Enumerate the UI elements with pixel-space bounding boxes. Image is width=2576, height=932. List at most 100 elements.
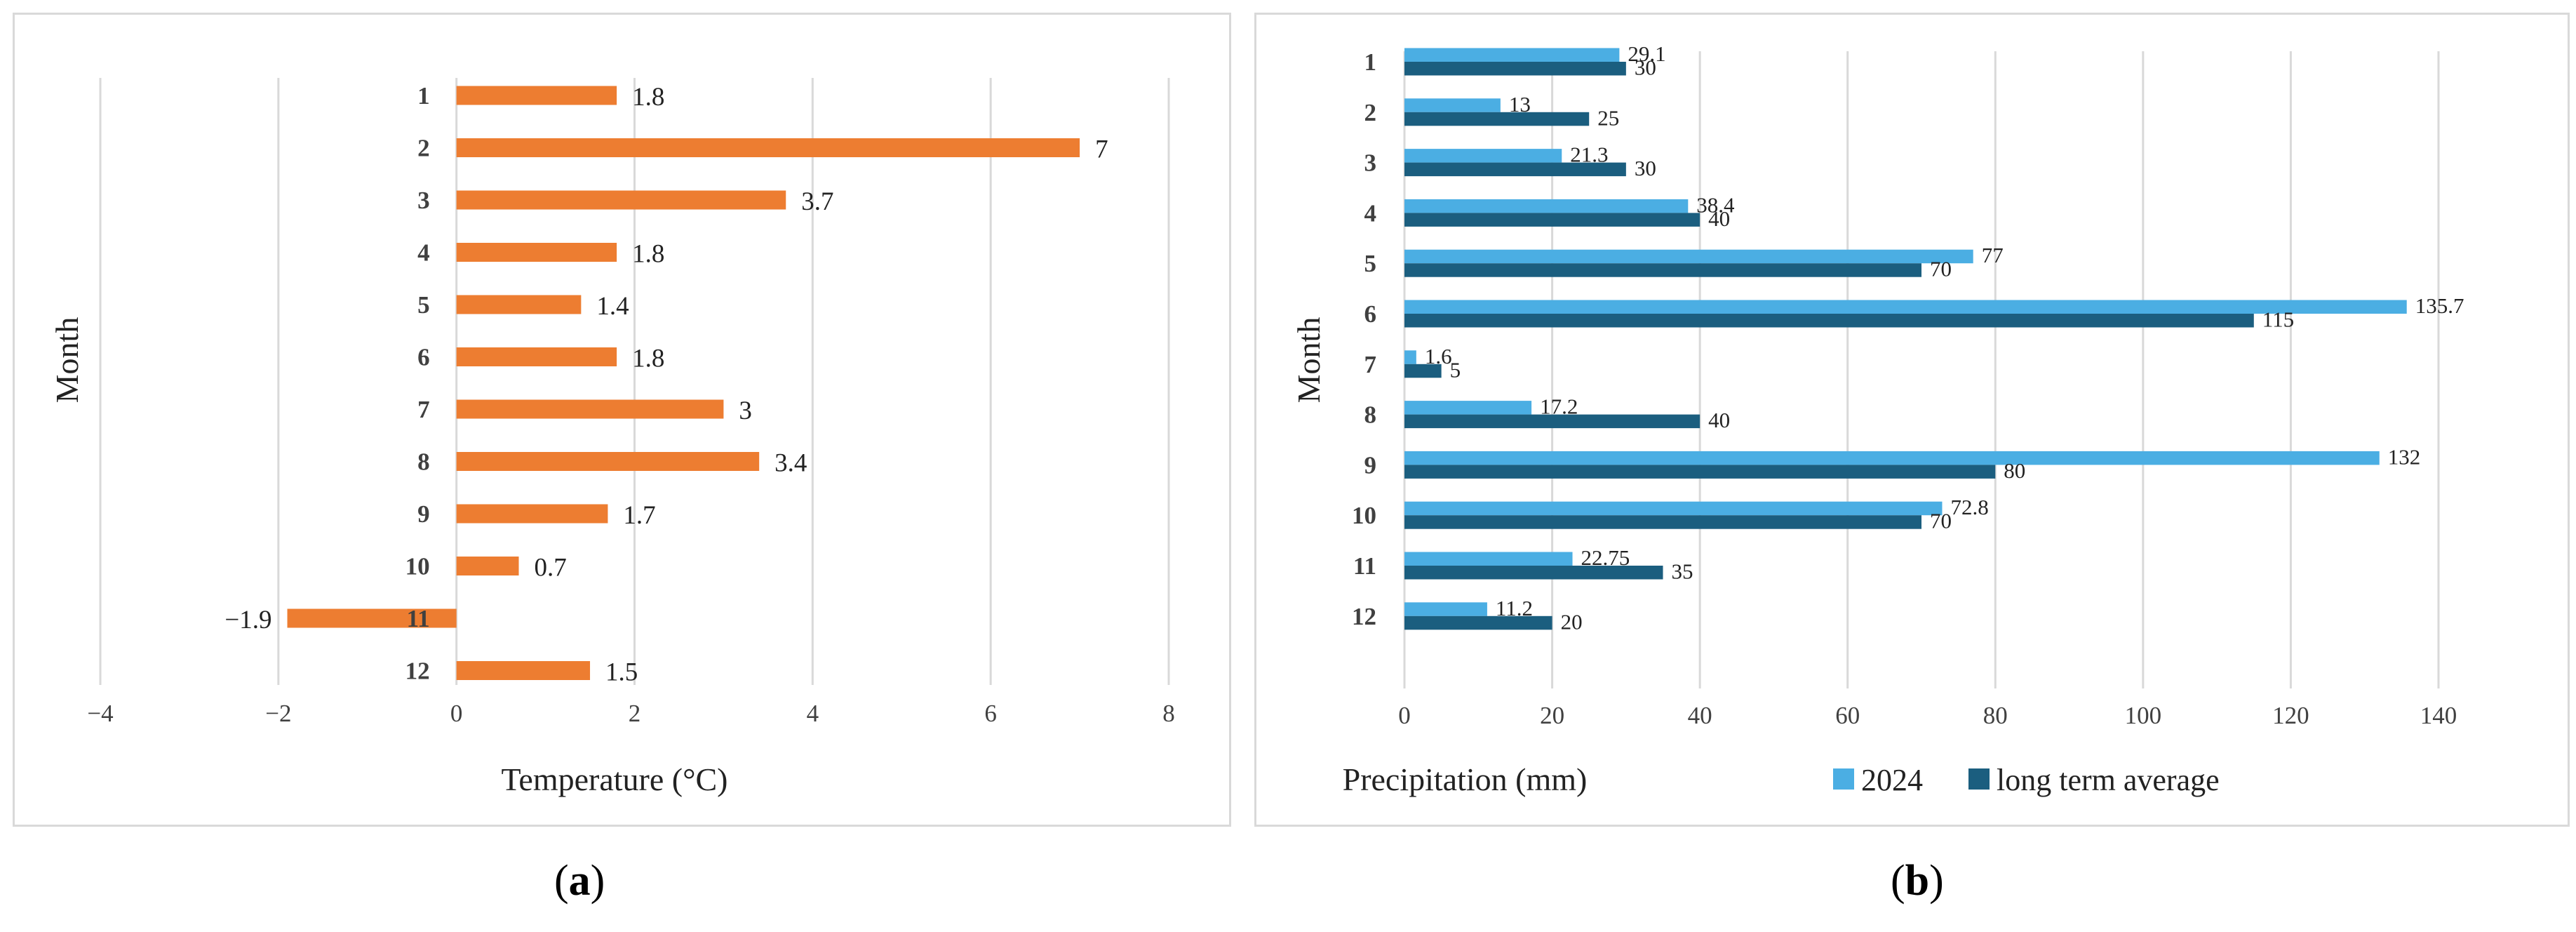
temperature-data-label: 1.7 bbox=[623, 501, 655, 530]
temperature-bar bbox=[456, 557, 519, 575]
precipitation-x-tick-label: 20 bbox=[1540, 702, 1564, 729]
temperature-month-label: 1 bbox=[417, 82, 430, 109]
precipitation-month-label: 3 bbox=[1364, 149, 1377, 177]
precipitation-bar-long-term-average bbox=[1404, 213, 1700, 227]
precipitation-data-label-2024: 29.1 bbox=[1628, 41, 1665, 66]
temperature-bar bbox=[456, 243, 617, 262]
precipitation-bar-long-term-average bbox=[1404, 414, 1700, 429]
precipitation-data-label-2024: 13 bbox=[1509, 92, 1531, 116]
temperature-bar bbox=[456, 399, 724, 419]
precipitation-bar-long-term-average bbox=[1404, 566, 1663, 580]
temperature-y-axis-title: Month bbox=[49, 317, 85, 404]
precipitation-bar-2024 bbox=[1404, 149, 1562, 163]
caption-a-open: ( bbox=[554, 857, 569, 905]
temperature-bar bbox=[456, 504, 608, 524]
temperature-x-tick-label: 8 bbox=[1162, 700, 1175, 727]
legend-swatch-long-term-average bbox=[1968, 768, 1990, 790]
precipitation-bar-long-term-average bbox=[1404, 314, 2254, 328]
precipitation-month-label: 10 bbox=[1352, 502, 1376, 529]
precipitation-month-label: 4 bbox=[1364, 199, 1377, 227]
temperature-month-label: 4 bbox=[417, 239, 430, 267]
temperature-x-tick-label: 2 bbox=[629, 700, 641, 727]
precipitation-bar-2024 bbox=[1404, 48, 1620, 62]
temperature-data-label: 1.8 bbox=[632, 83, 664, 112]
temperature-x-tick-label: −2 bbox=[265, 700, 291, 727]
precipitation-bar-2024 bbox=[1404, 401, 1532, 415]
temperature-data-label: 1.8 bbox=[632, 345, 664, 373]
legend-swatch-2024 bbox=[1833, 768, 1854, 790]
temperature-bar bbox=[456, 138, 1080, 157]
precipitation-bar-long-term-average bbox=[1404, 112, 1590, 126]
precipitation-data-label-2024: 21.3 bbox=[1570, 142, 1608, 167]
precipitation-x-tick-label: 120 bbox=[2272, 702, 2309, 729]
precipitation-chart-panel: 1 2 3 4 5 6 7 8 9 10 11 12 29.1 30 13 25 21.3 30 38.4 40 77… bbox=[1254, 13, 2570, 827]
temperature-bar bbox=[456, 190, 786, 210]
caption-b-open: ( bbox=[1891, 857, 1905, 905]
temperature-month-label: 8 bbox=[417, 448, 430, 476]
precipitation-y-axis-title: Month bbox=[1291, 317, 1327, 404]
precipitation-data-label-long-term-average: 40 bbox=[1708, 206, 1730, 231]
precipitation-bar-2024 bbox=[1404, 552, 1573, 566]
precipitation-month-label: 1 bbox=[1364, 48, 1377, 76]
precipitation-month-label: 6 bbox=[1364, 300, 1377, 328]
legend-label-2024: 2024 bbox=[1861, 763, 1923, 797]
precipitation-data-label-2024: 38.4 bbox=[1696, 192, 1735, 217]
temperature-data-label: 0.7 bbox=[535, 554, 567, 582]
temperature-x-tick-label: 4 bbox=[807, 700, 819, 727]
temperature-data-label: 1.4 bbox=[596, 292, 629, 321]
temperature-data-label: 1.5 bbox=[605, 658, 638, 687]
temperature-bar bbox=[456, 347, 617, 366]
precipitation-bar-2024 bbox=[1404, 98, 1501, 112]
temperature-data-label: 1.8 bbox=[632, 240, 664, 269]
temperature-month-label: 7 bbox=[417, 396, 430, 423]
temperature-x-tick-label: −4 bbox=[87, 700, 113, 727]
precipitation-data-label-2024: 135.7 bbox=[2415, 293, 2464, 318]
precipitation-data-label-long-term-average: 30 bbox=[1635, 55, 1656, 80]
caption-b-letter: b bbox=[1905, 857, 1930, 905]
temperature-month-label: 11 bbox=[407, 605, 430, 632]
precipitation-bar-long-term-average bbox=[1404, 465, 1996, 479]
precipitation-x-tick-label: 0 bbox=[1398, 702, 1411, 729]
temperature-bar bbox=[456, 86, 617, 105]
temperature-data-label: 3 bbox=[739, 397, 752, 425]
precipitation-data-label-2024: 77 bbox=[1982, 243, 2004, 267]
precipitation-bar-2024 bbox=[1404, 602, 1487, 616]
temperature-bar bbox=[456, 452, 760, 471]
precipitation-bar-2024 bbox=[1404, 249, 1973, 264]
precipitation-data-label-long-term-average: 80 bbox=[2004, 458, 2025, 483]
precipitation-bar-long-term-average bbox=[1404, 364, 1442, 378]
legend-label-long-term-average: long term average bbox=[1997, 763, 2220, 797]
precipitation-x-tick-label: 60 bbox=[1835, 702, 1860, 729]
precipitation-bar-2024 bbox=[1404, 300, 2407, 314]
temperature-bar bbox=[456, 295, 582, 314]
caption-b-close: ) bbox=[1929, 857, 1944, 905]
temperature-month-label: 12 bbox=[405, 658, 430, 685]
precipitation-data-label-long-term-average: 5 bbox=[1450, 357, 1461, 382]
precipitation-month-label: 2 bbox=[1364, 99, 1377, 126]
precipitation-data-label-2024: 132 bbox=[2388, 444, 2421, 469]
temperature-month-label: 10 bbox=[405, 553, 430, 580]
precipitation-x-tick-label: 100 bbox=[2125, 702, 2162, 729]
precipitation-month-label: 8 bbox=[1364, 401, 1377, 429]
precipitation-bar-long-term-average bbox=[1404, 615, 1552, 630]
precipitation-x-tick-label: 40 bbox=[1688, 702, 1712, 729]
precipitation-x-tick-label: 140 bbox=[2420, 702, 2457, 729]
precipitation-data-label-long-term-average: 25 bbox=[1597, 105, 1619, 130]
precipitation-month-label: 9 bbox=[1364, 451, 1377, 479]
precipitation-data-label-long-term-average: 40 bbox=[1708, 408, 1730, 432]
temperature-x-tick-label: 6 bbox=[984, 700, 997, 727]
temperature-month-label: 5 bbox=[417, 291, 430, 319]
precipitation-data-label-long-term-average: 35 bbox=[1672, 559, 1693, 584]
caption-a: (a) bbox=[554, 856, 605, 906]
precipitation-month-label: 11 bbox=[1353, 552, 1376, 580]
precipitation-x-tick-label: 80 bbox=[1983, 702, 2008, 729]
precipitation-x-axis-title: Precipitation (mm) bbox=[1343, 761, 1588, 797]
caption-a-letter: a bbox=[568, 857, 591, 905]
precipitation-bar-long-term-average bbox=[1404, 62, 1626, 76]
temperature-data-label: 3.7 bbox=[801, 187, 833, 216]
precipitation-data-label-long-term-average: 20 bbox=[1561, 609, 1583, 634]
precipitation-data-label-long-term-average: 70 bbox=[1930, 509, 1952, 533]
temperature-bar bbox=[287, 608, 457, 628]
